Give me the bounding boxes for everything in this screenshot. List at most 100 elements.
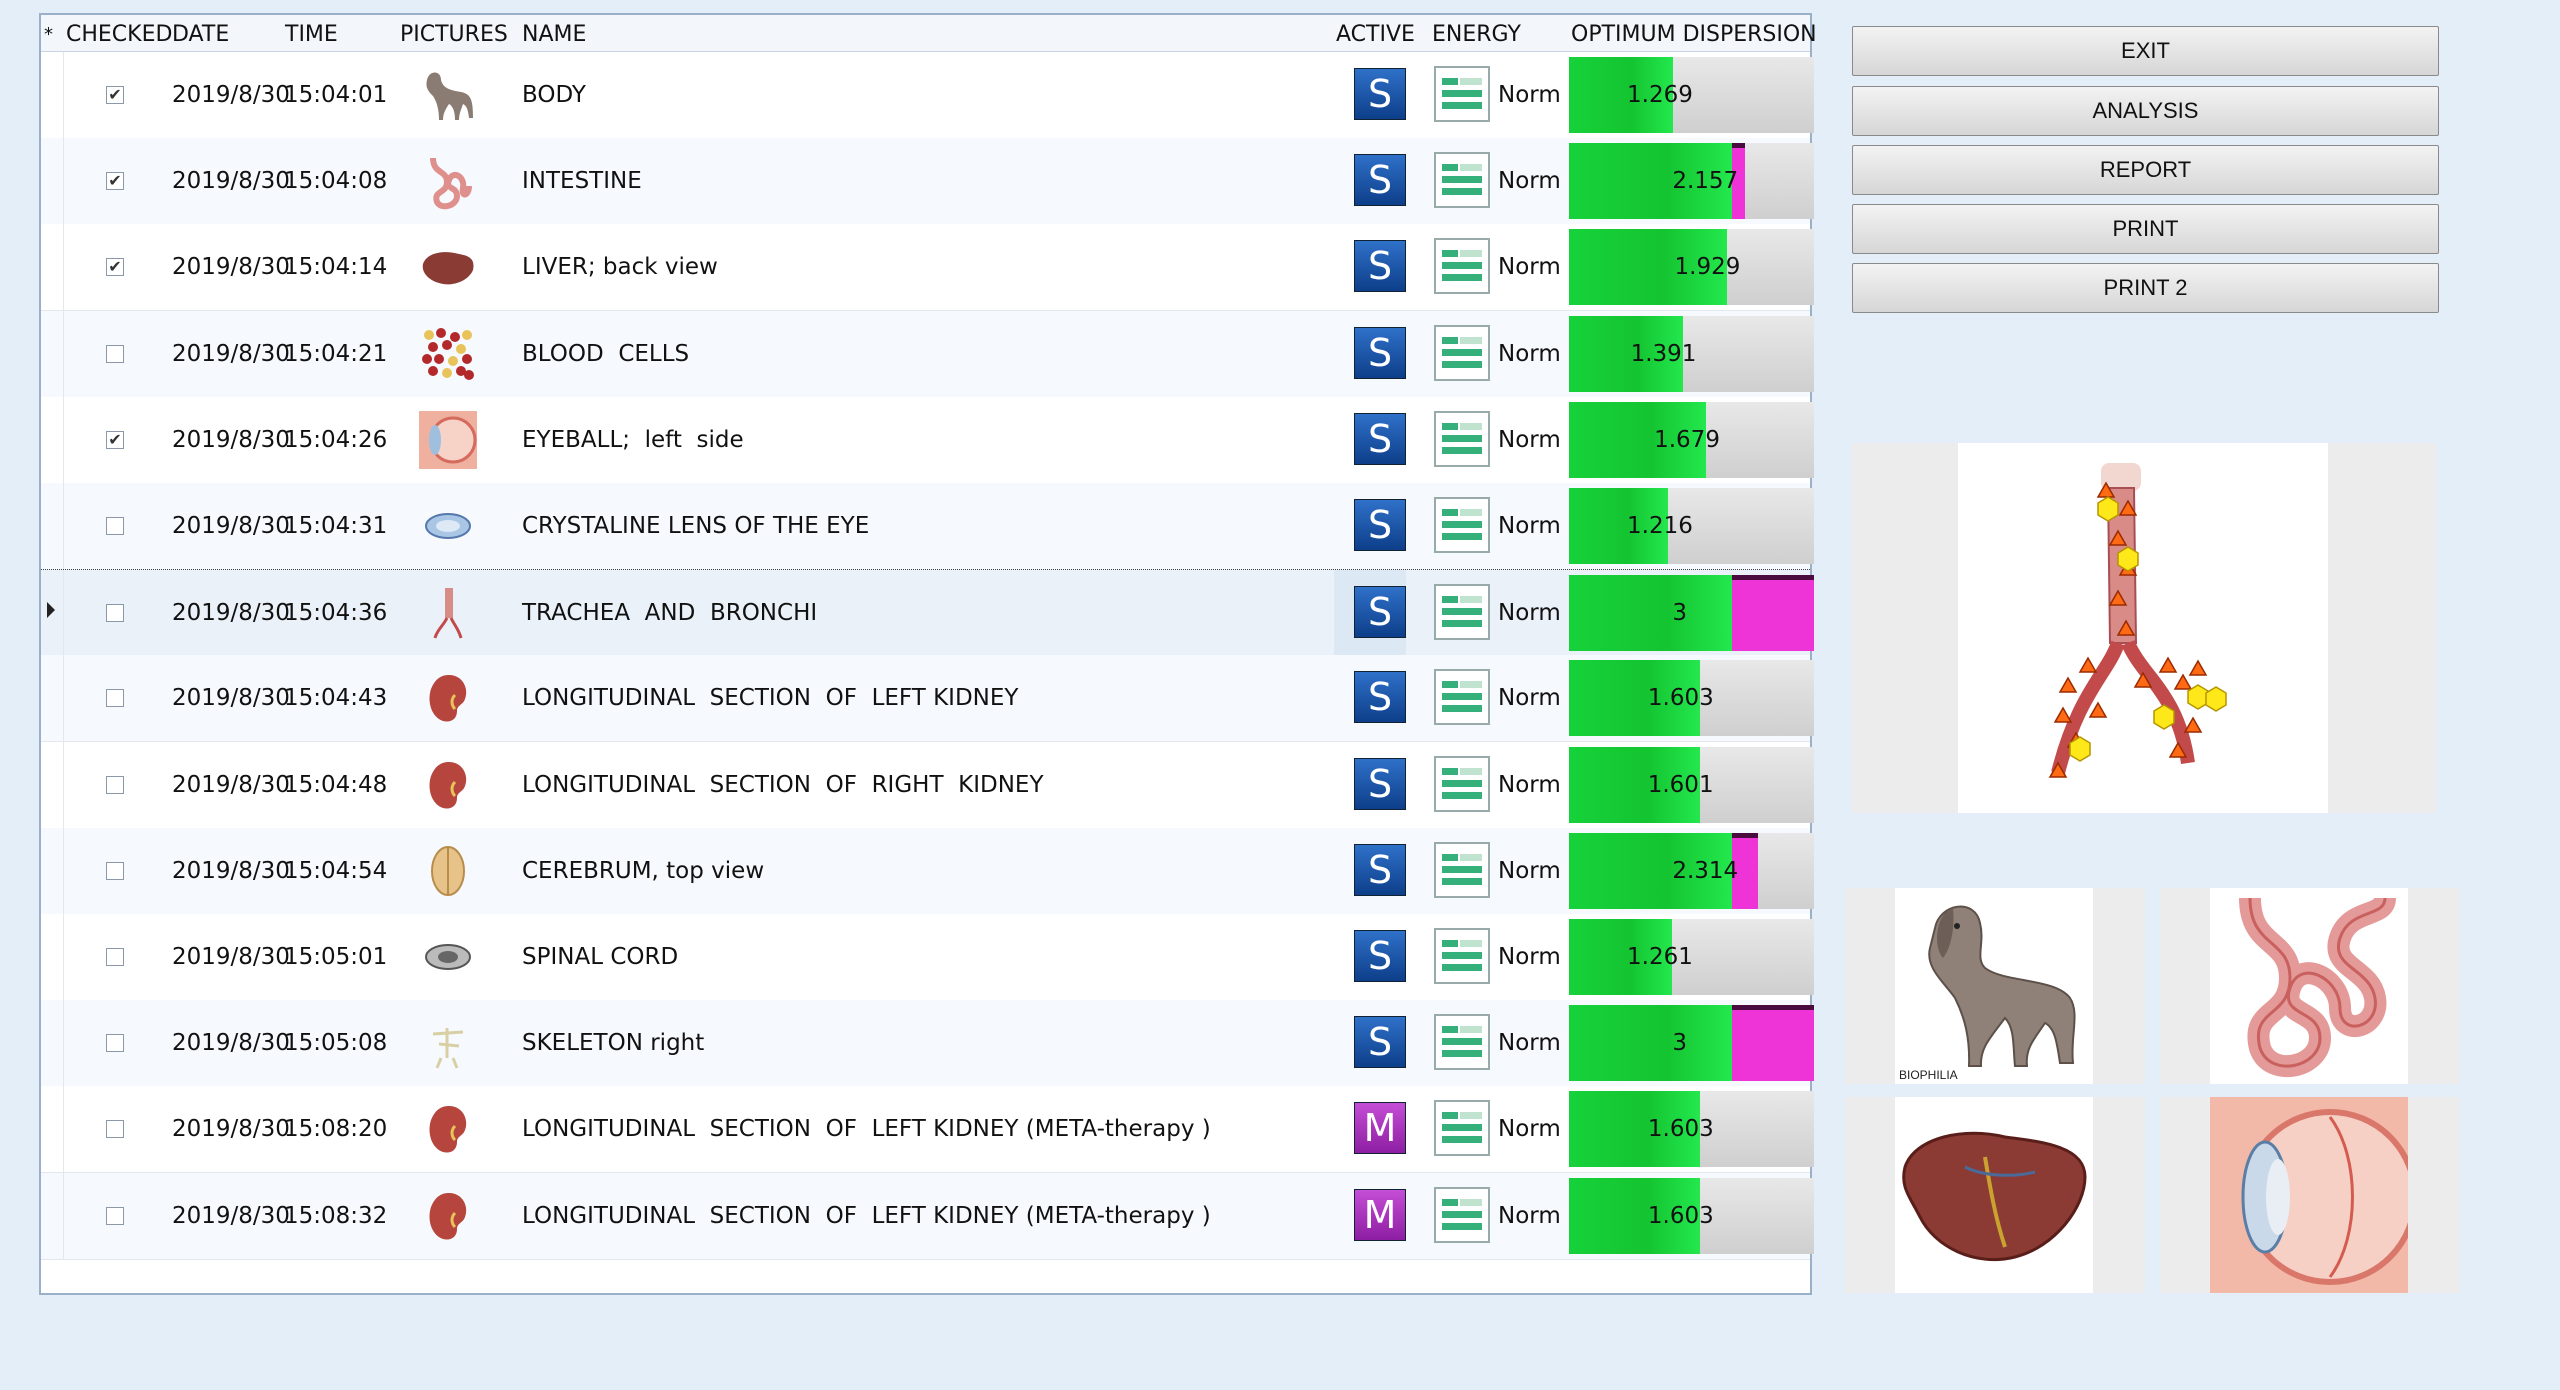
active-mode-badge[interactable]: S: [1354, 154, 1406, 207]
energy-bars-icon[interactable]: [1434, 152, 1490, 209]
row-header[interactable]: [41, 1172, 64, 1259]
col-dispersion[interactable]: OPTIMUM DISPERSION: [1571, 22, 1817, 47]
table-row[interactable]: 2019/8/30 15:04:43 LONGITUDINAL SECTION OF…: [41, 655, 1814, 743]
row-checkbox[interactable]: ✔: [106, 172, 124, 191]
row-header[interactable]: [41, 827, 64, 914]
active-mode-badge[interactable]: M: [1354, 1188, 1406, 1241]
col-energy[interactable]: ENERGY: [1432, 22, 1521, 47]
energy-bars-icon[interactable]: [1434, 928, 1490, 984]
row-header[interactable]: [41, 52, 64, 138]
row-checkbox[interactable]: [106, 948, 124, 966]
energy-bars-icon[interactable]: [1434, 66, 1490, 122]
row-checkbox[interactable]: [106, 517, 124, 535]
active-mode-badge[interactable]: S: [1354, 843, 1406, 896]
lens-picture[interactable]: [419, 497, 477, 555]
skeleton-picture[interactable]: [419, 1014, 477, 1072]
kidney-picture[interactable]: [419, 756, 477, 814]
active-mode-badge[interactable]: S: [1354, 326, 1406, 379]
col-pictures[interactable]: PICTURES: [400, 22, 508, 47]
kidney-picture[interactable]: [419, 1100, 477, 1158]
exit-button[interactable]: EXIT: [1852, 26, 2439, 76]
row-checkbox[interactable]: ✔: [106, 86, 124, 104]
dog-thumbnail[interactable]: BIOPHILIA: [1895, 888, 2093, 1084]
row-header[interactable]: [41, 1086, 64, 1173]
kidney-picture[interactable]: [419, 669, 477, 727]
energy-bars-icon[interactable]: [1434, 238, 1490, 295]
active-mode-badge[interactable]: S: [1354, 757, 1406, 810]
row-checkbox[interactable]: [106, 775, 124, 794]
active-mode-badge[interactable]: S: [1354, 68, 1406, 120]
active-mode-badge[interactable]: S: [1354, 499, 1406, 551]
active-mode-badge[interactable]: M: [1354, 1102, 1406, 1155]
row-checkbox[interactable]: ✔: [106, 430, 124, 449]
row-checkbox[interactable]: [106, 1034, 124, 1053]
row-checkbox[interactable]: [106, 861, 124, 880]
eyeball-thumbnail[interactable]: [2210, 1097, 2418, 1293]
energy-bars-icon[interactable]: [1434, 584, 1490, 641]
kidney-picture[interactable]: [419, 1187, 477, 1245]
energy-bars-icon[interactable]: [1434, 1014, 1490, 1071]
row-checkbox[interactable]: [106, 604, 124, 623]
col-name[interactable]: NAME: [522, 22, 587, 47]
table-row[interactable]: 2019/8/30 15:08:32 LONGITUDINAL SECTION OF…: [41, 1172, 1814, 1260]
table-row[interactable]: 2019/8/30 15:04:54 CEREBRUM, top view S Norm…: [41, 827, 1814, 915]
liver-thumbnail[interactable]: [1895, 1097, 2093, 1293]
sort-marker[interactable]: *: [44, 24, 53, 45]
active-mode-badge[interactable]: S: [1354, 1016, 1406, 1069]
active-mode-badge[interactable]: S: [1354, 930, 1406, 982]
print-button[interactable]: PRINT: [1852, 204, 2439, 254]
table-row[interactable]: 2019/8/30 15:08:20 LONGITUDINAL SECTION OF…: [41, 1086, 1814, 1174]
row-header[interactable]: [41, 914, 64, 1000]
energy-bars-icon[interactable]: [1434, 669, 1490, 726]
table-row[interactable]: 2019/8/30 15:04:48 LONGITUDINAL SECTION OF…: [41, 741, 1814, 829]
energy-bars-icon[interactable]: [1434, 1186, 1490, 1243]
row-header[interactable]: [41, 1000, 64, 1087]
dog-picture[interactable]: [419, 66, 477, 124]
row-header[interactable]: [41, 741, 64, 828]
cells-picture[interactable]: [419, 325, 477, 383]
active-mode-badge[interactable]: S: [1354, 586, 1406, 639]
print-2-button[interactable]: PRINT 2: [1852, 263, 2439, 313]
row-header[interactable]: [41, 570, 64, 657]
cerebrum-picture[interactable]: [419, 842, 477, 900]
row-header[interactable]: [41, 310, 64, 397]
energy-bars-icon[interactable]: [1434, 1100, 1490, 1157]
row-header[interactable]: [41, 138, 64, 225]
table-row[interactable]: ✔ 2019/8/30 15:04:26 EYEBALL; left side S Nor…: [41, 396, 1814, 484]
col-date[interactable]: DATE: [172, 22, 230, 47]
row-checkbox[interactable]: ✔: [106, 258, 124, 277]
row-checkbox[interactable]: [106, 689, 124, 708]
energy-bars-icon[interactable]: [1434, 755, 1490, 812]
intestine-thumbnail[interactable]: [2210, 888, 2408, 1084]
report-button[interactable]: REPORT: [1852, 145, 2439, 195]
row-header[interactable]: [41, 483, 64, 569]
row-checkbox[interactable]: [106, 344, 124, 363]
table-row[interactable]: 2019/8/30 15:04:36 TRACHEA AND BRONCHI S Nor…: [41, 569, 1814, 658]
eyeball-picture[interactable]: [419, 410, 477, 469]
row-header[interactable]: [41, 396, 64, 483]
liver-picture[interactable]: [419, 238, 477, 296]
energy-bars-icon[interactable]: [1434, 410, 1490, 467]
energy-bars-icon[interactable]: [1434, 324, 1490, 381]
trachea-picture[interactable]: [419, 584, 477, 642]
row-checkbox[interactable]: [106, 1120, 124, 1139]
row-checkbox[interactable]: [106, 1206, 124, 1225]
intestine-picture[interactable]: [419, 152, 477, 210]
active-mode-badge[interactable]: S: [1354, 240, 1406, 293]
spinal-picture[interactable]: [419, 928, 477, 986]
energy-bars-icon[interactable]: [1434, 497, 1490, 553]
table-row[interactable]: 2019/8/30 15:04:31 CRYSTALINE LENS OF THE …: [41, 483, 1814, 570]
active-mode-badge[interactable]: S: [1354, 412, 1406, 465]
row-header[interactable]: [41, 224, 64, 311]
col-active[interactable]: ACTIVE: [1336, 22, 1415, 47]
active-mode-badge[interactable]: S: [1354, 671, 1406, 724]
energy-bars-icon[interactable]: [1434, 841, 1490, 898]
row-header[interactable]: [41, 655, 64, 742]
col-checked[interactable]: CHECKED: [66, 22, 173, 47]
